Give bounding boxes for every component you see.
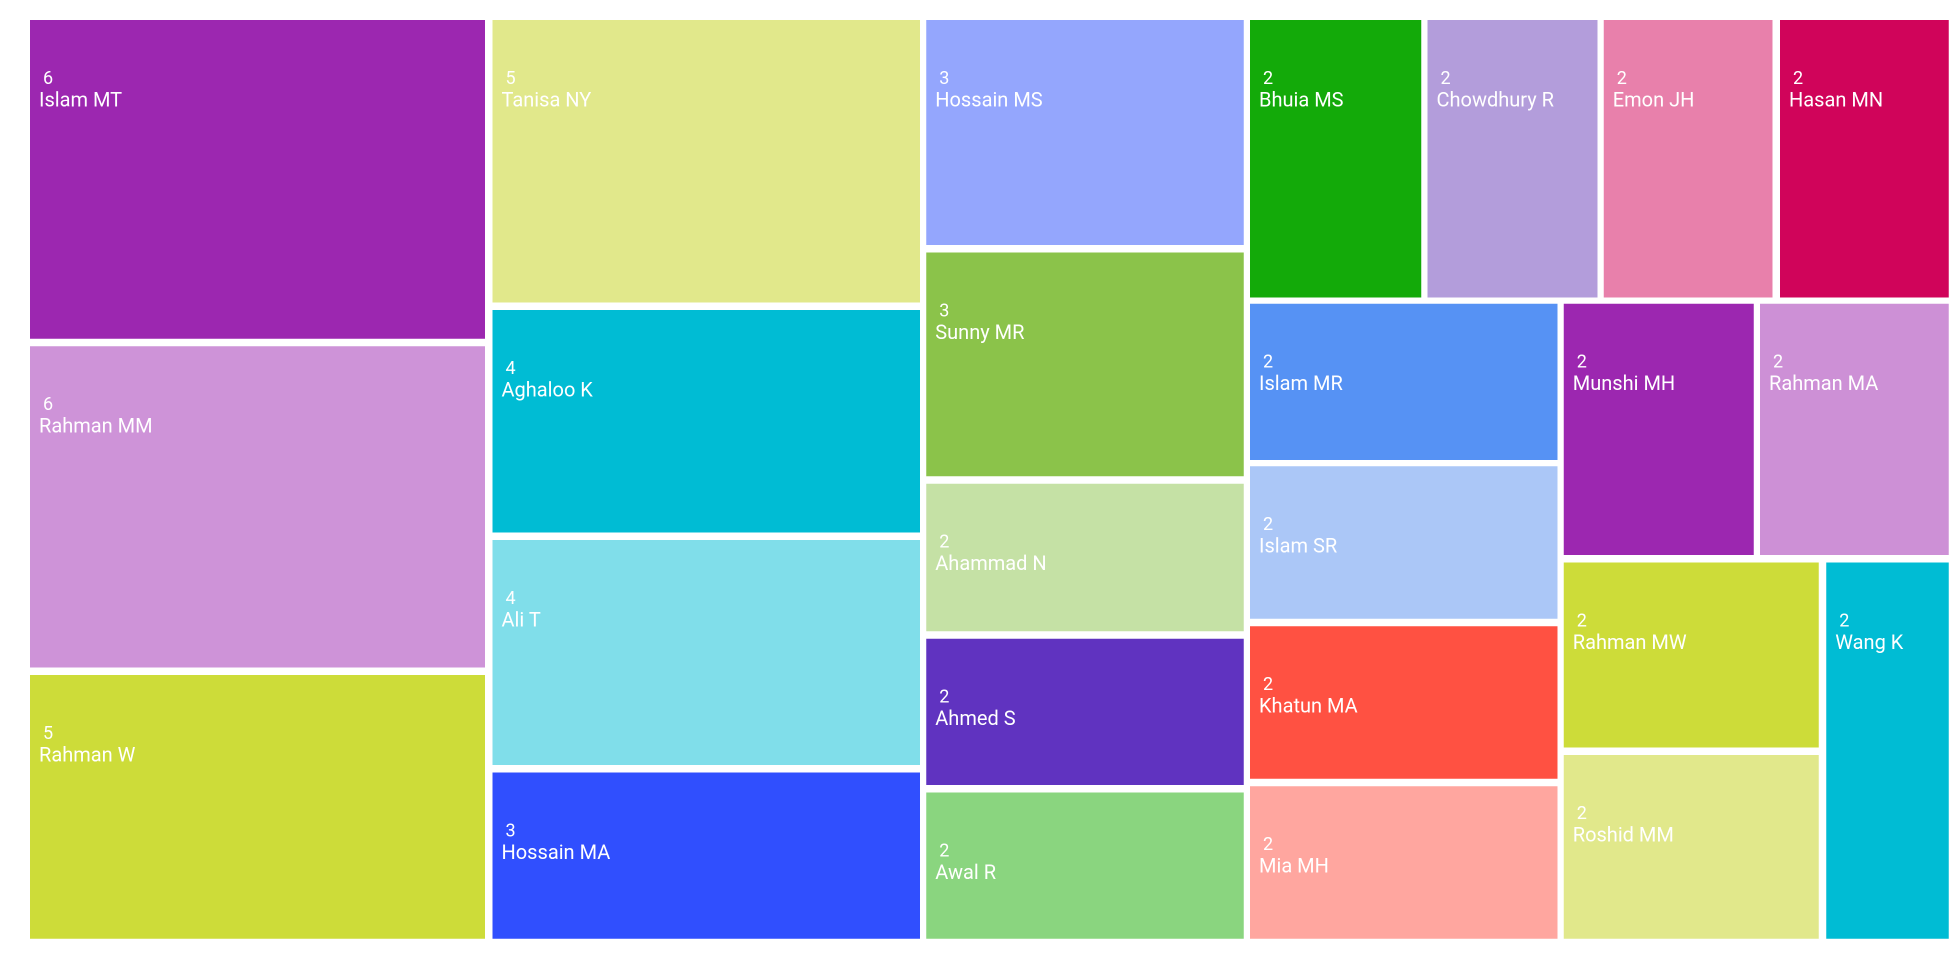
tile-value: 2 <box>1793 68 1803 89</box>
tile-label: Awal R <box>935 860 996 884</box>
tile <box>1603 20 1773 298</box>
tile-label: Bhuia MS <box>1259 87 1344 111</box>
tile-label: Islam MT <box>39 87 122 111</box>
tile-label: Wang K <box>1835 630 1904 654</box>
tile <box>1563 562 1819 748</box>
tile <box>1250 303 1558 460</box>
tile <box>30 346 485 668</box>
tile-label: Hossain MA <box>502 840 611 864</box>
tile <box>1250 466 1558 619</box>
tile-value: 2 <box>1263 68 1273 89</box>
tile-value: 2 <box>1617 68 1627 89</box>
tile-value: 2 <box>1773 352 1783 373</box>
tile-label: Rahman W <box>39 742 136 766</box>
tile-value: 2 <box>1577 352 1587 373</box>
tile-label: Rahman MA <box>1769 371 1878 395</box>
tile <box>1563 755 1819 939</box>
tile-label: Emon JH <box>1613 87 1695 111</box>
tile-value: 2 <box>1263 674 1273 695</box>
tile-label: Rahman MM <box>39 414 153 438</box>
tile <box>1760 303 1949 555</box>
tile-value: 2 <box>939 532 949 553</box>
tile-label: Hasan MN <box>1789 87 1883 111</box>
tile-label: Mia MH <box>1259 854 1329 878</box>
tile-label: Ahmed S <box>935 706 1015 730</box>
tile-value: 6 <box>43 394 53 415</box>
tile <box>1250 20 1422 298</box>
tile-value: 4 <box>506 588 516 609</box>
tile-value: 2 <box>1263 514 1273 535</box>
tile <box>492 540 920 765</box>
tile-value: 2 <box>939 840 949 861</box>
tile-label: Rahman MW <box>1573 630 1687 654</box>
tile-label: Hossain MS <box>935 87 1043 111</box>
tile-label: Ali T <box>502 607 541 631</box>
tile-value: 4 <box>506 358 516 379</box>
tile <box>926 638 1244 785</box>
tile-label: Aghaloo K <box>502 377 594 401</box>
tile-value: 2 <box>1839 610 1849 631</box>
tile-label: Khatun MA <box>1259 694 1358 718</box>
tile-label: Sunny MR <box>935 320 1024 344</box>
tile-value: 3 <box>939 68 949 89</box>
tile-value: 2 <box>1577 803 1587 824</box>
tile-value: 2 <box>1263 352 1273 373</box>
tile <box>926 252 1244 477</box>
tile-label: Ahammad N <box>935 551 1046 575</box>
tile-value: 3 <box>506 820 516 841</box>
tile <box>1826 562 1949 939</box>
tile <box>1563 303 1754 555</box>
tile-label: Tanisa NY <box>502 87 592 111</box>
tile <box>1250 626 1558 779</box>
tile-value: 5 <box>506 68 516 89</box>
tile-label: Chowdhury R <box>1437 87 1555 111</box>
tile-label: Islam MR <box>1259 371 1343 395</box>
tile-value: 5 <box>43 723 53 744</box>
tile-label: Roshid MM <box>1573 822 1674 846</box>
tile-value: 3 <box>939 300 949 321</box>
tile-value: 6 <box>43 68 53 89</box>
tile-value: 2 <box>1263 834 1273 855</box>
tile <box>492 772 920 939</box>
tile-value: 2 <box>939 687 949 708</box>
tile <box>926 792 1244 939</box>
tile-label: Munshi MH <box>1573 371 1675 395</box>
tile <box>926 483 1244 632</box>
tile-value: 2 <box>1577 610 1587 631</box>
tile <box>1250 786 1558 939</box>
tile <box>492 20 920 303</box>
tile <box>492 310 920 533</box>
tile-label: Islam SR <box>1259 534 1337 558</box>
tile <box>926 20 1244 245</box>
tile <box>1780 20 1949 298</box>
tile <box>1427 20 1598 298</box>
tile-value: 2 <box>1441 68 1451 89</box>
tile <box>30 20 485 339</box>
tile <box>30 675 485 939</box>
